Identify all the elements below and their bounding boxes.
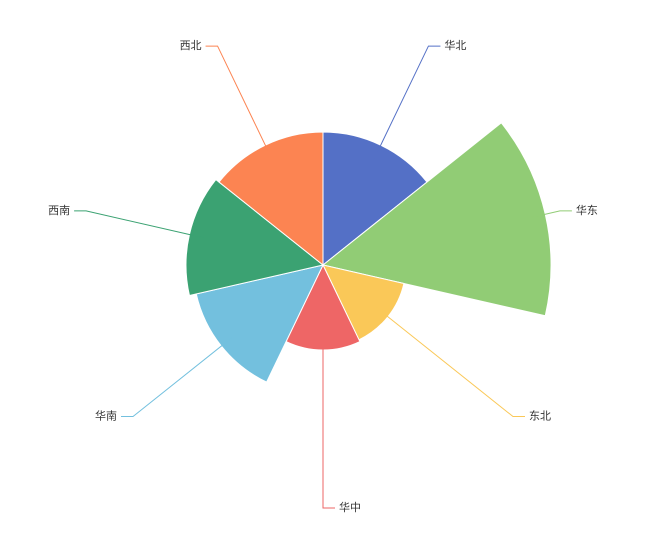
label-line <box>373 45 441 159</box>
label-line <box>74 210 205 239</box>
label-line <box>322 335 335 509</box>
sector-label: 华南 <box>95 409 117 423</box>
label-line <box>375 307 525 418</box>
label-line <box>205 45 273 159</box>
label-line <box>530 210 572 219</box>
sector-label: 西北 <box>180 39 202 52</box>
sector-label: 西南 <box>48 204 70 217</box>
label-line <box>121 336 234 418</box>
sector-label: 华北 <box>444 38 466 52</box>
sector-label: 华中 <box>339 500 361 514</box>
sector-label: 东北 <box>529 410 551 423</box>
sector-label: 华东 <box>576 203 598 217</box>
